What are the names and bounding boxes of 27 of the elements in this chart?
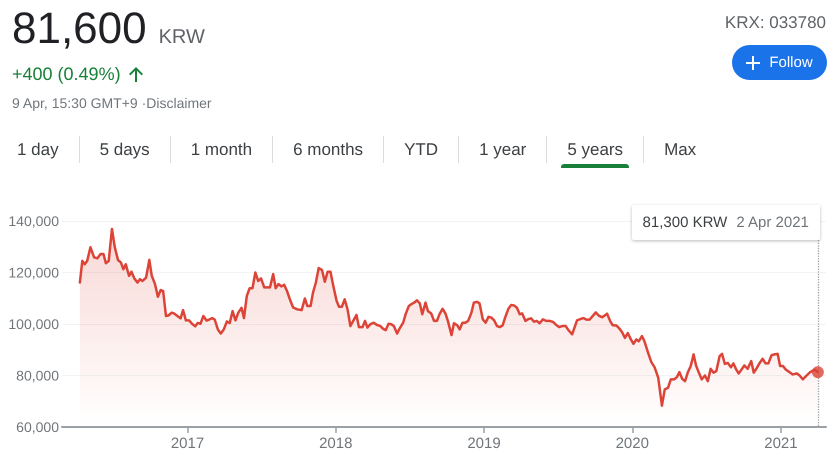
y-tick-label: 100,000 [8,316,60,332]
x-tick-label: 2020 [616,435,649,452]
x-tick-label: 2019 [467,435,501,452]
text: KRX: 033780 [724,13,826,33]
text: 5 years [567,140,624,159]
text: YTD [404,140,438,159]
chart-title: 81,600 [12,3,147,55]
y-tick-label: 60,000 [16,419,60,435]
text: +400 (0.49%) [12,63,121,85]
text: 1 day [17,140,59,159]
x-tick-label: 2021 [764,435,798,452]
text: 1 year [479,140,526,159]
text: 1 month [190,140,252,159]
tooltip-box: 81,300 KRW 2 Apr 2021 [632,205,820,240]
text: 5 days [100,140,150,159]
text: Max [664,140,696,159]
text: KRW [158,26,205,49]
annotation: 2 Apr 2021 [736,214,809,231]
text: 9 Apr, 15:30 GMT+9 ·Disclaimer [12,95,212,112]
text: 6 months [293,140,364,159]
annotation: 81,300 KRW [642,214,728,231]
x-tick-label: 2017 [170,435,204,452]
y-tick-label: 80,000 [16,368,60,384]
follow-button: Follow [732,45,827,80]
x-tick-label: 2018 [319,435,352,452]
y-tick-label: 140,000 [8,213,60,229]
y-tick-label: 120,000 [8,264,60,280]
